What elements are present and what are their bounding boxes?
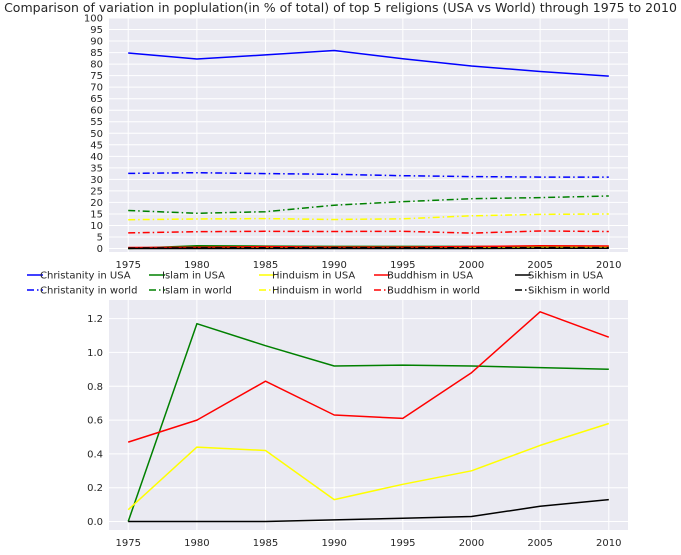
y-tick-label: 5 <box>97 233 103 244</box>
y-tick-label: 25 <box>90 186 103 197</box>
bottom-line-chart: 0.0 0.2 0.4 0.6 0.8 1.0 1.2 1975 1980 1985 1990 199… <box>87 300 628 549</box>
x-tick-label: 1990 <box>321 538 346 549</box>
x-tick-label: 1985 <box>253 260 278 271</box>
y-tick-label: 0.2 <box>87 483 103 494</box>
legend-label-christanity-in-world: Christanity in world <box>40 286 137 297</box>
legend-label-sikhism-in-world: Sikhism in world <box>528 286 610 297</box>
y-tick-label: 30 <box>90 175 103 186</box>
y-tick-label: 40 <box>90 152 103 163</box>
legend-label-islam-in-world: Islam in world <box>162 286 232 297</box>
chart-title: Comparison of variation in poplulation(i… <box>4 0 677 15</box>
series-line-2 <box>127 311 610 443</box>
y-tick-label: 95 <box>90 25 103 36</box>
x-tick-label: 1980 <box>184 538 209 549</box>
x-tick-label: 1985 <box>253 538 278 549</box>
y-tick-label: 75 <box>90 71 103 82</box>
y-tick-label: 1.0 <box>87 348 103 359</box>
y-tick-label: 0 <box>97 244 103 255</box>
y-tick-label: 10 <box>90 221 103 232</box>
y-tick-label: 0.4 <box>87 449 103 460</box>
y-tick-label: 85 <box>90 48 103 59</box>
x-tick-label: 1975 <box>115 260 140 271</box>
y-tick-label: 70 <box>90 83 103 94</box>
y-tick-label: 0.0 <box>87 517 103 528</box>
legend-label-buddhism-in-usa: Buddhism in USA <box>387 271 473 282</box>
legend-label-hinduism-in-usa: Hinduism in USA <box>272 271 355 282</box>
plot-background <box>109 300 628 530</box>
y-tick-label: 15 <box>90 209 103 220</box>
y-tick-label: 45 <box>90 140 103 151</box>
x-tick-label: 1980 <box>184 260 209 271</box>
series-line-1 <box>127 422 610 511</box>
x-tick-label: 2005 <box>527 538 552 549</box>
x-tick-label: 1975 <box>115 538 140 549</box>
y-tick-label: 80 <box>90 60 103 71</box>
x-tick-label: 2005 <box>527 260 552 271</box>
plot-background <box>109 18 628 252</box>
y-tick-label: 20 <box>90 198 103 209</box>
y-tick-label: 50 <box>90 129 103 140</box>
y-tick-label: 1.2 <box>87 314 103 325</box>
x-tick-label: 1990 <box>321 260 346 271</box>
series-line-christanity-in-usa <box>128 49 609 77</box>
legend-label-sikhism-in-usa: Sikhism in USA <box>528 271 603 282</box>
x-tick-label: 2010 <box>596 260 621 271</box>
x-tick-label: 2010 <box>596 538 621 549</box>
y-tick-label: 90 <box>90 37 103 48</box>
x-tick-label: 1995 <box>390 538 415 549</box>
x-tick-label: 2000 <box>459 538 484 549</box>
x-tick-label: 2000 <box>459 260 484 271</box>
x-tick-label: 1995 <box>390 260 415 271</box>
y-tick-label: 55 <box>90 117 103 128</box>
series-line-buddhism-in-usa <box>128 244 609 249</box>
y-tick-label: 100 <box>84 14 103 25</box>
y-tick-label: 65 <box>90 94 103 105</box>
legend-label-buddhism-in-world: Buddhism in world <box>387 286 480 297</box>
legend-label-hinduism-in-world: Hinduism in world <box>272 286 362 297</box>
series-line-0 <box>127 322 609 522</box>
legend-label-islam-in-usa: Islam in USA <box>162 271 225 282</box>
y-tick-label: 35 <box>90 163 103 174</box>
series-line-3 <box>128 498 609 523</box>
legend: Christanity in USA Islam in USA Hinduism i… <box>27 271 610 297</box>
top-line-chart: 0510152025303540455055606570758085909510… <box>84 14 628 271</box>
y-tick-label: 0.6 <box>87 416 103 427</box>
y-tick-label: 60 <box>90 106 103 117</box>
y-tick-label: 0.8 <box>87 382 103 393</box>
legend-label-christanity-in-usa: Christanity in USA <box>40 271 131 282</box>
